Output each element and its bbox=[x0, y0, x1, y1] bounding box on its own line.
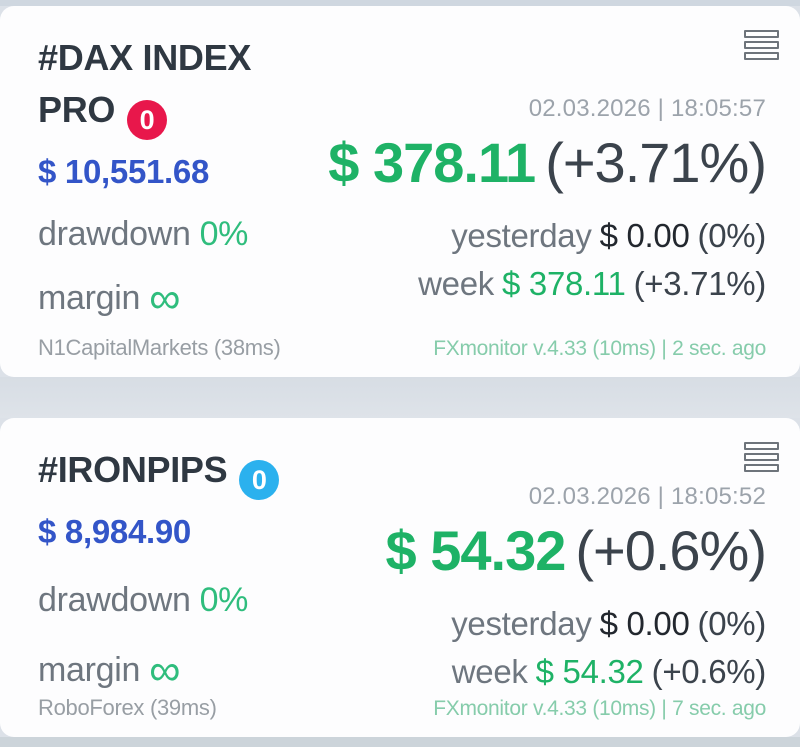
instrument-name: #IRONPIPS bbox=[38, 449, 228, 490]
drawdown-row: drawdown 0% bbox=[38, 212, 303, 256]
drawdown-label: drawdown bbox=[38, 215, 191, 253]
yesterday-label: yesterday bbox=[451, 605, 592, 642]
top-strip bbox=[0, 0, 800, 6]
card-body: #IRONPIPS 0 $ 8,984.90 drawdown 0% margin ∞… bbox=[38, 444, 767, 695]
orders-count-badge: 0 bbox=[127, 100, 168, 140]
datetime: 02.03.2026 | 18:05:52 bbox=[528, 483, 766, 510]
broker-info: N1CapitalMarkets (38ms) bbox=[38, 335, 281, 360]
margin-label: margin bbox=[38, 279, 141, 317]
profit-value: $ 54.32 bbox=[385, 519, 567, 582]
right-column: 02.03.2026 | 18:05:52 $ 54.32 (+0.6%) yes… bbox=[279, 482, 767, 693]
margin-value-infinity: ∞ bbox=[149, 274, 181, 323]
yesterday-label: yesterday bbox=[451, 217, 592, 254]
cards-gap bbox=[0, 377, 800, 418]
menu-icon[interactable] bbox=[744, 442, 780, 475]
orders-count-badge: 0 bbox=[239, 460, 280, 500]
profit-value: $ 378.11 bbox=[328, 131, 536, 194]
instrument-title: #IRONPIPS 0 bbox=[38, 444, 280, 500]
margin-row: margin ∞ bbox=[38, 646, 279, 695]
card-body: #DAX INDEX PRO 0 $ 10,551.68 drawdown 0% m… bbox=[38, 32, 767, 334]
profit-change-percent: (+0.6%) bbox=[575, 519, 767, 582]
card-footer: N1CapitalMarkets (38ms) FXmonitor v.4.33… bbox=[38, 334, 766, 363]
right-column: 02.03.2026 | 18:05:57 $ 378.11 (+3.71%) y… bbox=[303, 94, 767, 305]
left-column: #IRONPIPS 0 $ 8,984.90 drawdown 0% margin ∞ bbox=[38, 444, 280, 695]
menu-icon[interactable] bbox=[744, 30, 780, 63]
week-row: week $ 378.11 (+3.71%) bbox=[418, 263, 766, 305]
card-footer: RoboForex (39ms) FXmonitor v.4.33 (10ms)… bbox=[38, 694, 766, 723]
drawdown-value: 0% bbox=[199, 581, 249, 619]
instrument-card-ironpips: #IRONPIPS 0 $ 8,984.90 drawdown 0% margin ∞… bbox=[0, 418, 800, 737]
datetime: 02.03.2026 | 18:05:57 bbox=[528, 95, 766, 122]
drawdown-value: 0% bbox=[199, 215, 249, 253]
yesterday-row: yesterday $ 0.00 (0%) bbox=[451, 215, 766, 257]
bottom-strip bbox=[0, 737, 800, 747]
instrument-title: #DAX INDEX PRO 0 bbox=[38, 32, 303, 140]
margin-label: margin bbox=[38, 651, 141, 689]
instrument-card-dax: #DAX INDEX PRO 0 $ 10,551.68 drawdown 0% m… bbox=[0, 6, 800, 377]
week-value: $ 378.11 bbox=[501, 265, 626, 302]
margin-row: margin ∞ bbox=[38, 274, 303, 323]
yesterday-change: (0%) bbox=[697, 605, 767, 642]
account-balance: $ 8,984.90 bbox=[38, 513, 191, 550]
margin-value-infinity: ∞ bbox=[149, 646, 181, 695]
drawdown-row: drawdown 0% bbox=[38, 578, 279, 622]
yesterday-change: (0%) bbox=[697, 217, 767, 254]
monitor-info: FXmonitor v.4.33 (10ms) | 2 sec. ago bbox=[433, 337, 766, 360]
week-change: (+3.71%) bbox=[633, 265, 767, 302]
profit-line: $ 378.11 (+3.71%) bbox=[328, 128, 767, 213]
left-column: #DAX INDEX PRO 0 $ 10,551.68 drawdown 0% m… bbox=[38, 32, 303, 323]
profit-change-percent: (+3.71%) bbox=[545, 131, 767, 194]
yesterday-value: $ 0.00 bbox=[599, 217, 690, 254]
week-row: week $ 54.32 (+0.6%) bbox=[451, 651, 767, 693]
drawdown-label: drawdown bbox=[38, 581, 191, 619]
account-balance: $ 10,551.68 bbox=[38, 153, 210, 190]
yesterday-row: yesterday $ 0.00 (0%) bbox=[451, 603, 766, 645]
week-label: week bbox=[418, 265, 494, 302]
week-label: week bbox=[451, 653, 528, 690]
instrument-name: #DAX INDEX PRO bbox=[38, 37, 252, 130]
yesterday-value: $ 0.00 bbox=[599, 605, 690, 642]
week-value: $ 54.32 bbox=[535, 653, 644, 690]
broker-info: RoboForex (39ms) bbox=[38, 695, 217, 720]
week-change: (+0.6%) bbox=[651, 653, 767, 690]
monitor-info: FXmonitor v.4.33 (10ms) | 7 sec. ago bbox=[433, 697, 766, 720]
profit-line: $ 54.32 (+0.6%) bbox=[385, 516, 767, 601]
